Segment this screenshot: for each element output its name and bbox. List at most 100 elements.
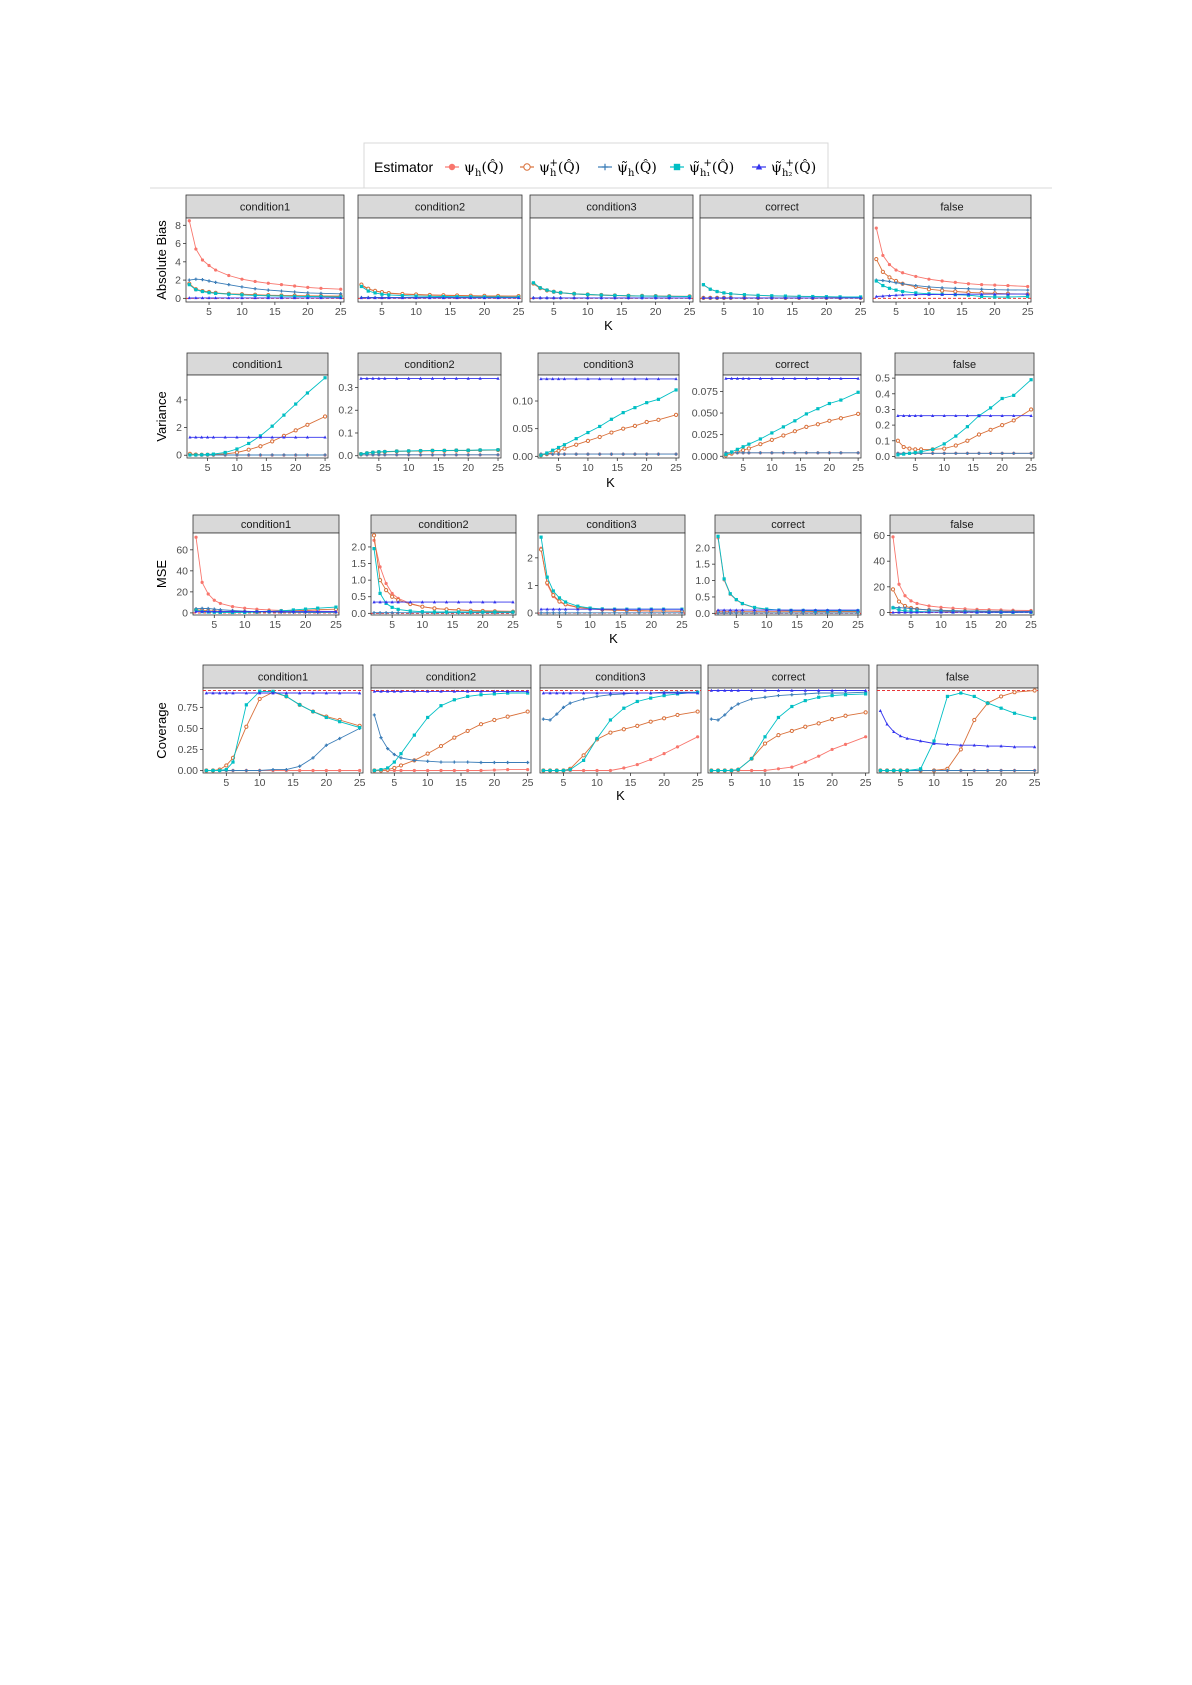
y-tick-label: 0.1 [338,427,353,439]
x-tick-label: 5 [557,619,563,631]
point-marker [324,743,328,747]
point-marker [305,435,310,439]
point-marker [940,292,944,296]
y-tick-label: 1.0 [695,575,710,587]
point-marker [399,689,403,693]
point-marker [194,277,198,281]
point-marker [545,451,549,455]
x-tick-label: 20 [320,777,332,789]
point-marker [914,292,918,296]
point-marker [557,607,562,611]
y-tick-label: 0.3 [875,404,890,416]
point-marker [557,599,562,604]
point-marker [878,708,882,713]
x-tick-label: 5 [893,306,899,318]
strip-label: correct [771,519,805,531]
y-tick-label: 0.05 [513,423,534,435]
plot-area [529,217,694,303]
x-tick-label: 20 [658,777,670,789]
x-tick-label: 5 [391,777,397,789]
x-tick-label: 15 [967,462,979,474]
x-tick-label: 5 [556,462,562,474]
point-marker [940,279,944,283]
point-marker [496,296,500,300]
point-marker [588,611,592,615]
x-tick-label: 10 [403,462,415,474]
y-tick-label: 0.000 [692,451,718,463]
point-marker [188,453,192,457]
point-marker [539,611,543,615]
point-marker [645,377,649,381]
y-tick-label: 20 [176,586,188,598]
point-marker [608,691,613,695]
plot-area [537,374,680,459]
point-marker [927,604,931,608]
point-marker [907,451,912,455]
point-marker [595,768,599,773]
x-tick-label: 25 [1025,462,1037,474]
point-marker [608,730,613,735]
point-marker [953,292,957,296]
point-marker [365,376,369,380]
point-marker [478,448,482,452]
point-marker [563,611,568,615]
y-tick-label: 1 [527,580,533,592]
point-marker [724,376,728,380]
point-marker [279,289,284,293]
point-marker [897,608,901,612]
point-marker [572,292,576,296]
point-marker [750,697,754,701]
y-tick-label: 0.0 [338,450,353,462]
point-marker [479,760,483,765]
strip-label: false [946,672,969,684]
x-tick-label: 25 [855,306,867,318]
x-tick-label: 25 [860,777,872,789]
point-marker [247,435,251,439]
point-marker [339,292,343,296]
panel-false: false 5 10 15 20 25 0.0 0.1 0.2 0.3 0.4 0.5 [875,352,1037,474]
point-marker [986,701,990,705]
panel-condition3: condition3 5 10 15 20 25 0.00 0.05 0.10 [513,352,682,474]
strip-label: false [940,202,963,214]
point-marker [452,735,457,740]
y-tick-label: 4 [176,394,182,406]
point-marker [400,294,405,298]
point-marker [378,565,382,569]
point-marker [319,291,323,295]
series-4 [372,691,530,773]
y-tick-label: 0.50 [178,723,199,735]
point-marker [359,284,364,289]
x-tick-label: 10 [254,777,266,789]
point-marker [612,611,617,615]
point-marker [338,720,342,724]
point-marker [311,756,315,760]
point-marker [680,607,684,611]
point-marker [426,689,430,693]
series-4 [188,376,327,457]
x-tick-label: 20 [989,306,1001,318]
point-marker [551,611,555,615]
point-marker [531,296,535,300]
point-marker [563,607,568,611]
point-marker [595,736,599,741]
point-marker [763,768,767,773]
y-tick-label: 0.75 [178,702,199,714]
point-marker [212,609,216,613]
point-marker [414,294,418,298]
point-marker [894,293,898,297]
point-marker [993,288,997,292]
point-marker [412,758,416,762]
point-marker [253,296,257,300]
point-marker [465,728,470,734]
point-marker [266,281,270,285]
point-marker [770,451,774,455]
point-marker [316,609,320,613]
point-marker [740,611,744,615]
point-marker [311,709,315,714]
x-tick-label: 10 [584,619,596,631]
point-marker [408,609,412,613]
point-marker [999,744,1003,748]
point-marker [358,768,362,773]
point-marker [839,398,843,402]
